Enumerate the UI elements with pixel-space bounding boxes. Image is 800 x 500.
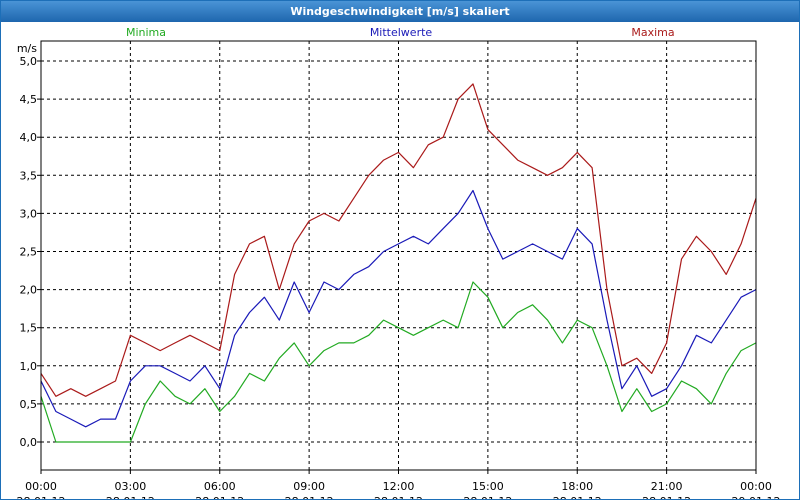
x-tick-time: 03:00 (115, 480, 147, 493)
x-tick-time: 00:00 (25, 480, 57, 493)
series-line-maxima (40, 83, 757, 397)
series-group (40, 83, 757, 443)
y-tick-label: 2,0 (20, 284, 38, 297)
x-tick-date: 28.01.12 (195, 495, 244, 499)
x-tick-time: 00:00 (740, 480, 772, 493)
y-tick-label: 0,0 (20, 436, 38, 449)
y-tick-label: 4,5 (20, 93, 38, 106)
x-tick-time: 18:00 (561, 480, 593, 493)
series-line-mittelwerte (40, 189, 757, 428)
series-line-minima (40, 281, 757, 443)
x-tick-date: 29.01.12 (732, 495, 781, 499)
x-tick-time: 12:00 (383, 480, 415, 493)
legend-maxima: Maxima (631, 26, 674, 39)
grid (41, 41, 756, 470)
y-axis-label: m/s (17, 42, 37, 55)
x-tick-time: 15:00 (472, 480, 504, 493)
y-tick-label: 3,0 (20, 207, 38, 220)
y-tick-label: 0,5 (20, 398, 38, 411)
x-tick-date: 28.01.12 (17, 495, 66, 499)
plot-frame (40, 40, 757, 471)
y-tick-label: 4,0 (20, 131, 38, 144)
legend-mittelwerte: Mittelwerte (370, 26, 433, 39)
x-tick-date: 28.01.12 (642, 495, 691, 499)
x-tick-time: 09:00 (293, 480, 325, 493)
y-tick-label: 5,0 (20, 55, 38, 68)
x-axis: 00:00 28.01.12 03:00 28.01.12 06:00 28.01.12 0… (17, 470, 781, 499)
x-tick-date: 28.01.12 (285, 495, 334, 499)
legend-minima: Minima (126, 26, 166, 39)
x-tick-date: 28.01.12 (463, 495, 512, 499)
chart-svg: 0,0 0,5 1,0 1,5 2,0 2,5 3,0 3,5 4,0 4,5 5,0m/s 00:… (17, 26, 781, 499)
x-tick-date: 28.01.12 (106, 495, 155, 499)
y-tick-label: 1,5 (20, 322, 38, 335)
y-tick-label: 3,5 (20, 169, 38, 182)
x-tick-date: 28.01.12 (374, 495, 423, 499)
legend: Minima Mittelwerte Maxima (126, 26, 675, 39)
x-tick-time: 06:00 (204, 480, 236, 493)
x-tick-date: 28.01.12 (553, 495, 602, 499)
y-axis: 0,0 0,5 1,0 1,5 2,0 2,5 3,0 3,5 4,0 4,5 5,0m/s (17, 42, 41, 449)
window-title: Windgeschwindigkeit [m/s] skaliert (1, 1, 799, 22)
y-tick-label: 2,5 (20, 246, 38, 259)
y-tick-label: 1,0 (20, 360, 38, 373)
x-tick-time: 21:00 (651, 480, 683, 493)
